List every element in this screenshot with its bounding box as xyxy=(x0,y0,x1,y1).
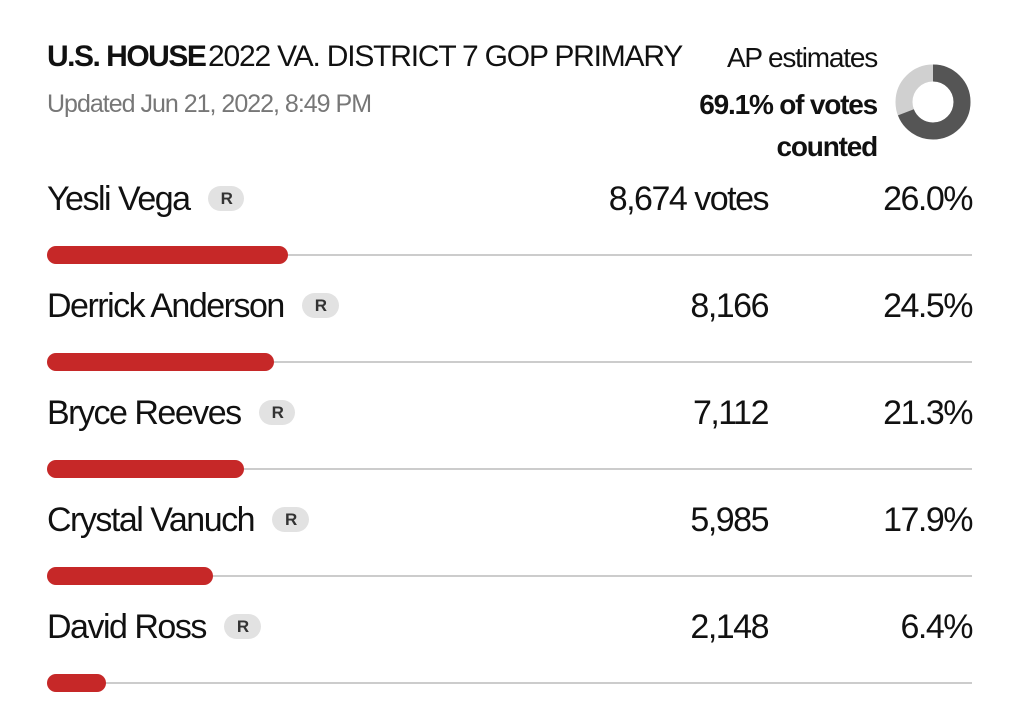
candidate-name: Derrick Anderson R xyxy=(47,287,339,326)
vote-bar xyxy=(47,353,274,371)
percent: 24.5% xyxy=(883,287,973,325)
percent: 26.0% xyxy=(883,180,973,218)
vote-bar xyxy=(47,674,107,692)
candidate-name: Crystal Vanuch R xyxy=(47,501,309,540)
party-badge: R xyxy=(258,400,296,425)
party-badge: R xyxy=(207,186,245,211)
votes: 8,166 xyxy=(690,287,769,325)
name-text: Derrick Anderson xyxy=(47,287,285,325)
percent: 21.3% xyxy=(883,394,973,432)
votes: 8,674 votes xyxy=(608,180,770,218)
percent: 6.4% xyxy=(900,608,974,646)
divider xyxy=(47,468,972,470)
donut xyxy=(895,64,971,140)
name-text: David Ross xyxy=(47,608,207,646)
divider xyxy=(47,254,972,256)
estimate-label: AP estimates xyxy=(726,42,878,73)
name-text: Yesli Vega xyxy=(47,180,191,218)
party-badge: R xyxy=(301,293,339,318)
candidate-name: David Ross R xyxy=(47,608,261,647)
party-badge: R xyxy=(272,507,309,532)
race: 2022 VA. DISTRICT 7 GOP PRIMARY xyxy=(208,40,683,73)
divider xyxy=(47,682,972,684)
vote-bar xyxy=(47,246,288,264)
vote-bar xyxy=(47,567,213,585)
updated: Updated Jun 21, 2022, 8:49 PM xyxy=(47,90,372,118)
candidate-name: Bryce Reeves R xyxy=(47,394,296,433)
name-text: Crystal Vanuch xyxy=(47,501,256,539)
party-badge: R xyxy=(223,614,261,639)
divider xyxy=(47,361,972,363)
counted-label: 69.1% of votes counted xyxy=(699,89,878,162)
votes: 5,985 xyxy=(690,501,769,539)
percent: 17.9% xyxy=(883,501,973,539)
votes: 2,148 xyxy=(690,608,769,646)
vote-bar xyxy=(47,460,245,478)
office: U.S. HOUSE xyxy=(47,40,207,73)
votes: 7,112 xyxy=(692,394,770,432)
divider xyxy=(47,575,972,577)
name-text: Bryce Reeves xyxy=(47,394,242,432)
candidate-name: Yesli Vega R xyxy=(47,180,245,219)
donut-arc xyxy=(895,64,971,140)
